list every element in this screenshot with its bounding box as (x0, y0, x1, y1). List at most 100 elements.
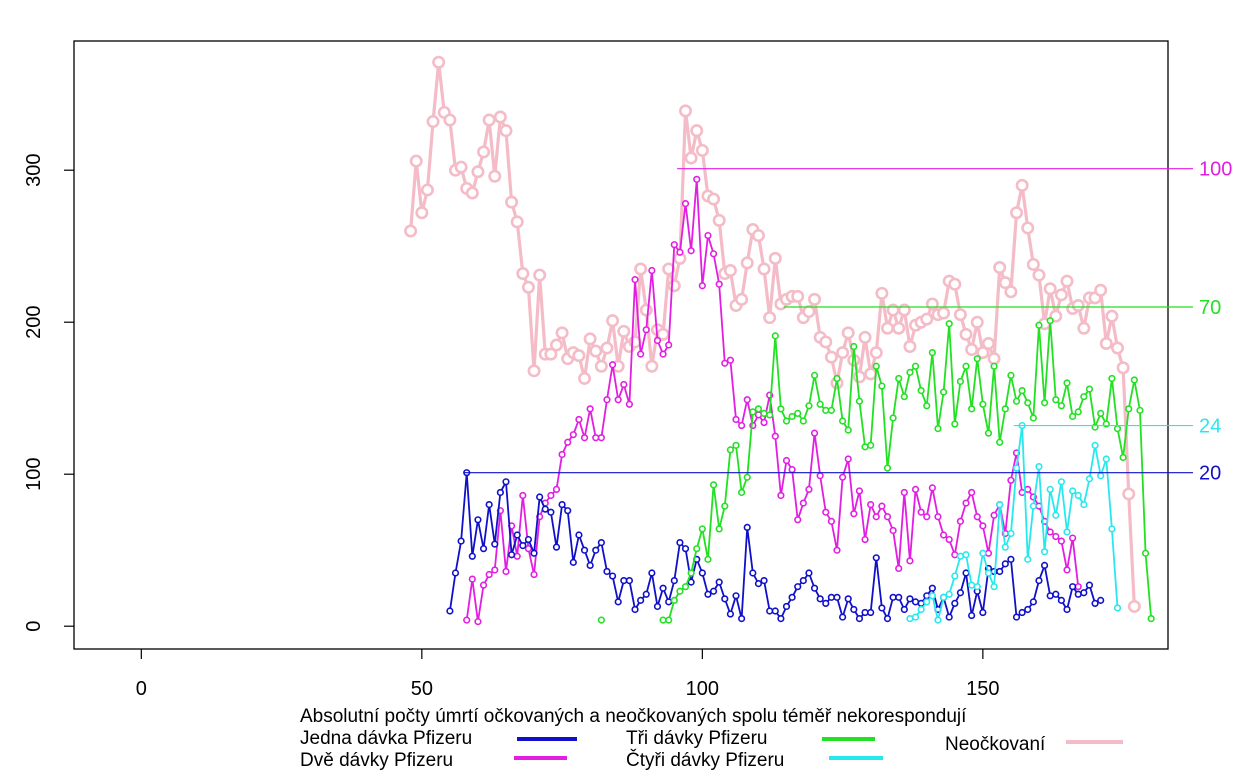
data-point (771, 332, 779, 340)
data-point (1018, 387, 1026, 395)
data-point (810, 584, 819, 592)
data-point (1141, 549, 1150, 557)
data-point (555, 326, 569, 340)
data-point (968, 611, 976, 620)
data-point (906, 368, 914, 376)
data-point (642, 590, 650, 598)
data-point (578, 371, 592, 385)
data-point (1035, 576, 1043, 585)
legend-label: Jedna dávka Pfizeru (300, 728, 472, 749)
data-point (799, 499, 807, 507)
data-point (693, 175, 701, 183)
data-point (709, 481, 718, 489)
data-point (443, 113, 457, 127)
data-point (463, 616, 471, 624)
data-point (768, 251, 782, 265)
data-point (833, 593, 841, 601)
data-point (513, 552, 521, 560)
data-point (996, 501, 1004, 509)
data-point (586, 561, 594, 570)
data-point (564, 507, 572, 515)
data-point (1010, 206, 1024, 220)
data-point (810, 429, 819, 437)
data-point (749, 569, 757, 577)
data-point (839, 417, 847, 425)
data-point (962, 362, 970, 370)
data-point (951, 599, 959, 608)
data-point (451, 569, 460, 577)
data-point (962, 499, 970, 507)
data-point (1108, 374, 1116, 383)
data-point (799, 417, 807, 425)
data-point (513, 531, 521, 539)
data-point (704, 555, 712, 563)
data-point (446, 607, 454, 615)
data-point (990, 511, 998, 519)
data-point (923, 402, 931, 410)
data-point (864, 367, 878, 381)
legend: Absolutní počty úmrtí očkovaných a neočk… (300, 706, 1123, 771)
data-point (1001, 405, 1009, 413)
data-point (732, 592, 740, 600)
data-point (810, 371, 819, 380)
data-point (586, 405, 594, 413)
data-point (1052, 396, 1060, 404)
data-point (1029, 414, 1037, 422)
data-point (1116, 361, 1130, 375)
data-point (738, 421, 746, 430)
data-point (1046, 592, 1054, 600)
data-point (1091, 599, 1099, 608)
data-point (754, 411, 763, 419)
data-point (968, 405, 976, 413)
data-point (934, 425, 942, 433)
data-point (485, 570, 493, 579)
data-point (631, 276, 639, 284)
data-point (575, 531, 583, 539)
data-point (1063, 566, 1071, 574)
data-point (684, 151, 698, 165)
data-point (1052, 590, 1060, 598)
data-point (493, 110, 507, 124)
series-line (409, 60, 1136, 607)
data-point (788, 593, 796, 601)
data-point (1097, 472, 1105, 480)
data-point (1004, 285, 1018, 299)
data-point (726, 356, 735, 364)
data-point (850, 342, 858, 351)
data-point (530, 570, 538, 579)
data-point (432, 55, 446, 69)
data-point (911, 485, 920, 494)
data-point (1085, 385, 1094, 393)
series-tri (597, 317, 1155, 624)
data-point (749, 408, 757, 416)
data-point (524, 535, 533, 544)
data-point (690, 124, 704, 138)
legend-label: Dvě dávky Pfizeru (300, 750, 453, 771)
data-point (805, 402, 813, 410)
data-point (794, 409, 802, 418)
plot-frame (73, 40, 1169, 650)
data-point (569, 558, 577, 566)
data-point (996, 438, 1004, 446)
data-point (637, 596, 645, 604)
data-point (928, 484, 936, 492)
data-point (1099, 336, 1113, 350)
data-point (653, 336, 662, 345)
data-point (917, 605, 925, 614)
data-point (721, 502, 729, 510)
data-point (799, 576, 807, 585)
legend-label: Neočkovaní (945, 734, 1046, 755)
data-point (519, 542, 527, 550)
data-point (712, 213, 726, 227)
data-point (855, 397, 864, 405)
data-point (979, 549, 987, 557)
data-point (805, 485, 813, 494)
data-point (1043, 282, 1057, 296)
data-point (606, 314, 620, 328)
data-point (939, 593, 948, 601)
legend-label: Čtyři dávky Pfizeru (626, 749, 784, 771)
data-point (426, 115, 440, 129)
data-point (794, 516, 802, 524)
data-point (945, 613, 953, 621)
